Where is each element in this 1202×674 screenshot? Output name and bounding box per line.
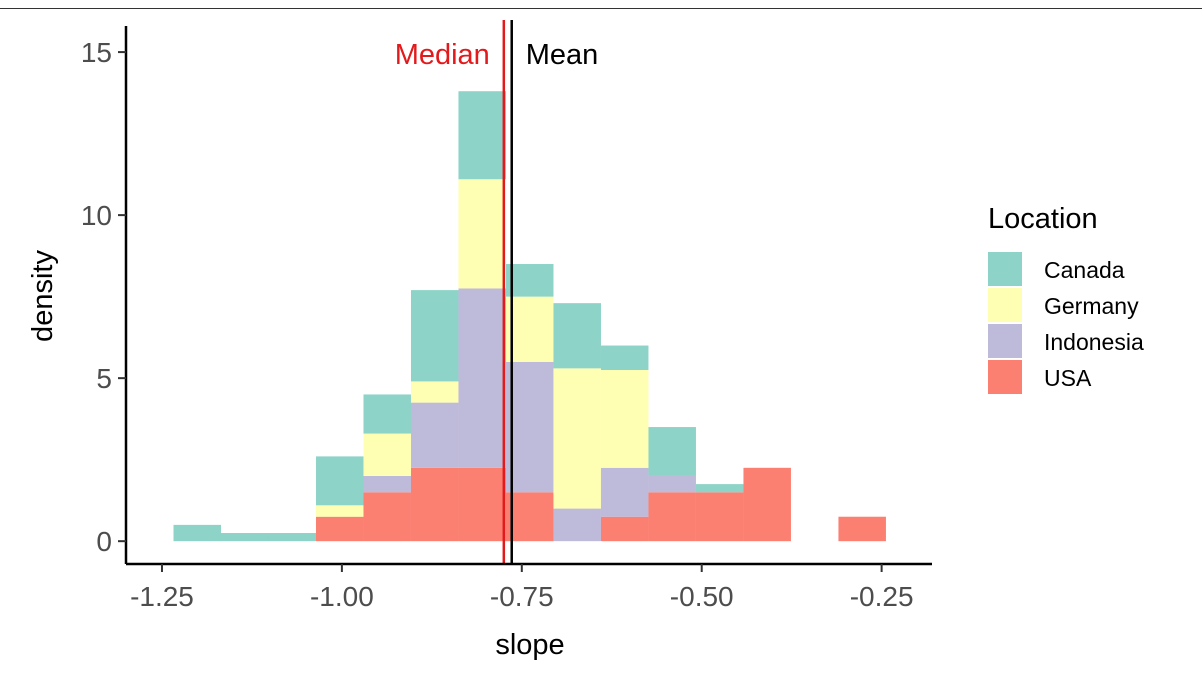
mean-label: Mean — [526, 39, 599, 71]
y-tick-label: 15 — [81, 37, 112, 68]
legend-swatch-indonesia — [988, 324, 1022, 358]
x-axis-title: slope — [495, 629, 564, 661]
y-tick-label: 0 — [96, 526, 112, 557]
bar-germany-bin-5 — [363, 433, 411, 476]
bar-canada-bin-10 — [600, 345, 649, 370]
y-tick-label: 10 — [81, 200, 112, 231]
median-label: Median — [395, 39, 490, 71]
bar-indonesia-bin-6 — [410, 402, 459, 468]
bar-usa-bin-8 — [505, 492, 554, 542]
bar-indonesia-bin-5 — [363, 475, 411, 493]
legend: Location Canada Germany Indonesia USA — [988, 203, 1144, 394]
bar-usa-bin-11 — [648, 492, 696, 542]
y-axis-ticks: 0 5 10 15 — [81, 37, 126, 557]
bar-indonesia-bin-11 — [648, 475, 696, 493]
bar-indonesia-bin-9 — [553, 508, 601, 542]
bar-usa-bin-13 — [743, 467, 791, 542]
bar-germany-bin-4 — [315, 505, 364, 517]
axes — [124, 26, 932, 566]
x-tick-label: -1.25 — [130, 581, 194, 612]
bar-usa-bin-7 — [458, 467, 506, 542]
bar-canada-bin-4 — [315, 456, 364, 506]
bar-canada-bin-12 — [695, 484, 744, 493]
bars-layer — [173, 91, 886, 542]
bar-germany-bin-6 — [410, 381, 459, 403]
bar-usa-bin-10 — [600, 516, 649, 542]
y-axis-title: density — [27, 250, 59, 342]
bar-indonesia-bin-7 — [458, 288, 506, 468]
y-tick-label: 5 — [96, 363, 112, 394]
bar-usa-bin-12 — [695, 492, 744, 542]
bar-canada-bin-11 — [648, 427, 696, 476]
bar-germany-bin-9 — [553, 368, 601, 509]
legend-label-usa: USA — [1044, 365, 1092, 391]
bar-canada-bin-5 — [363, 394, 411, 434]
legend-swatch-germany — [988, 288, 1022, 322]
legend-swatch-canada — [988, 252, 1022, 286]
x-axis-ticks: -1.25 -1.00 -0.75 -0.50 -0.25 — [130, 564, 914, 612]
bar-canada-bin-8 — [505, 264, 554, 297]
bar-canada-bin-7 — [458, 91, 506, 180]
bar-canada-bin-6 — [410, 290, 459, 382]
legend-title: Location — [988, 203, 1098, 235]
bar-usa-bin-5 — [363, 492, 411, 542]
bar-germany-bin-7 — [458, 179, 506, 289]
bar-indonesia-bin-8 — [505, 361, 554, 493]
bar-germany-bin-10 — [600, 369, 649, 468]
reference-lines: Median Mean — [395, 20, 599, 564]
x-tick-label: -1.00 — [310, 581, 374, 612]
legend-swatch-usa — [988, 360, 1022, 394]
x-tick-label: -0.50 — [670, 581, 734, 612]
bar-canada-bin-9 — [553, 303, 601, 369]
x-tick-label: -0.25 — [850, 581, 914, 612]
bar-usa-bin-4 — [315, 516, 364, 542]
legend-label-canada: Canada — [1044, 257, 1125, 283]
bar-canada-bin-3 — [268, 533, 316, 542]
bar-canada-bin-1 — [173, 524, 221, 542]
bar-usa-bin-15 — [838, 516, 886, 542]
legend-label-germany: Germany — [1044, 293, 1139, 319]
bar-usa-bin-6 — [410, 467, 459, 542]
bar-canada-bin-2 — [220, 533, 269, 542]
bar-indonesia-bin-10 — [600, 467, 649, 517]
legend-label-indonesia: Indonesia — [1044, 329, 1144, 355]
top-divider-line — [0, 8, 1202, 9]
x-tick-label: -0.75 — [490, 581, 554, 612]
legend-items: Canada Germany Indonesia USA — [988, 252, 1144, 394]
bar-germany-bin-8 — [505, 296, 554, 362]
